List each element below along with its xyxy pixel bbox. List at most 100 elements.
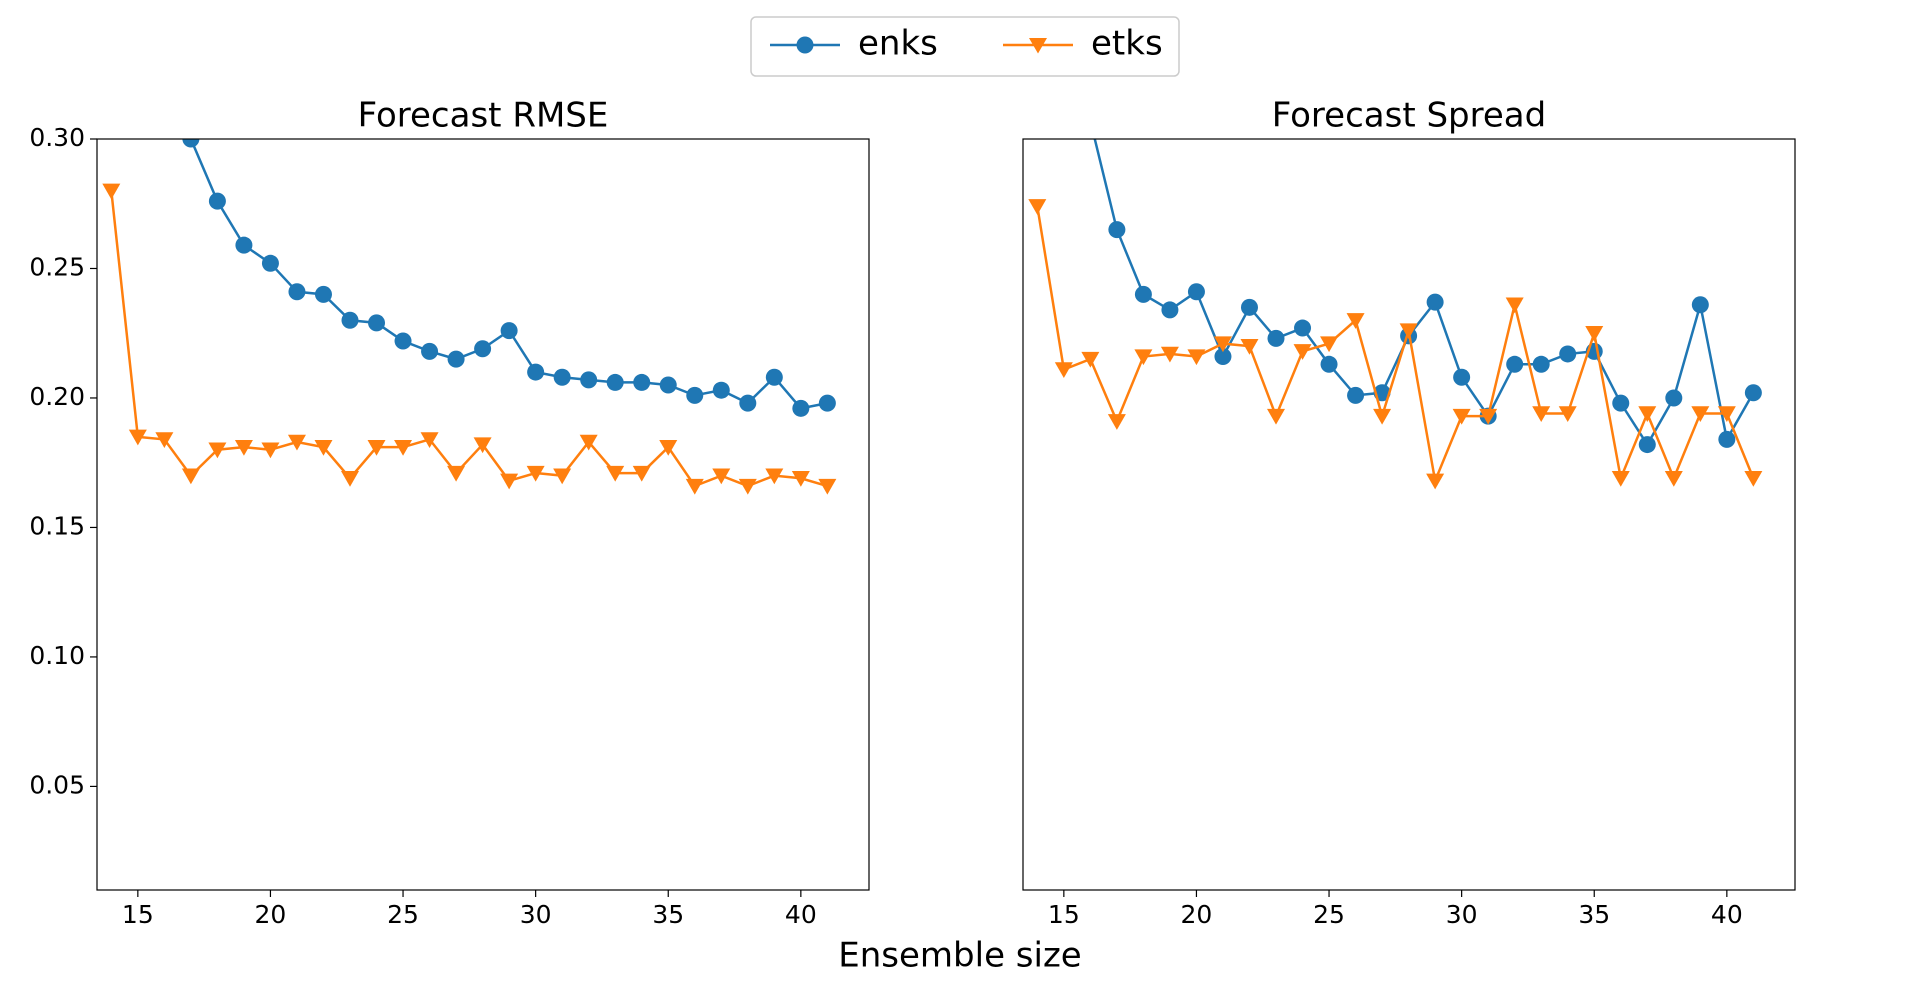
marker bbox=[420, 432, 439, 448]
marker bbox=[447, 350, 465, 368]
marker bbox=[1107, 414, 1126, 430]
marker bbox=[1108, 221, 1126, 239]
marker bbox=[1717, 406, 1736, 423]
marker bbox=[1744, 384, 1762, 402]
marker bbox=[473, 437, 492, 454]
marker bbox=[500, 322, 518, 340]
marker bbox=[394, 332, 412, 350]
marker bbox=[1558, 406, 1577, 423]
marker bbox=[447, 465, 466, 482]
y-tick-label: 0.20 bbox=[29, 382, 85, 411]
marker bbox=[1612, 394, 1630, 412]
marker bbox=[234, 439, 253, 456]
x-tick-label: 25 bbox=[387, 900, 419, 929]
marker bbox=[314, 439, 333, 456]
marker bbox=[1187, 283, 1205, 301]
marker bbox=[1134, 285, 1152, 303]
chart-title: Forecast Spread bbox=[1272, 96, 1546, 136]
marker bbox=[1638, 406, 1657, 423]
marker bbox=[659, 376, 677, 394]
marker bbox=[633, 373, 651, 391]
marker bbox=[659, 439, 678, 456]
marker bbox=[1506, 355, 1524, 373]
marker bbox=[1744, 471, 1763, 487]
marker bbox=[1585, 326, 1604, 342]
marker bbox=[181, 468, 200, 485]
marker bbox=[1054, 362, 1073, 379]
marker bbox=[1664, 471, 1683, 487]
marker bbox=[1559, 345, 1577, 363]
x-tick-label: 20 bbox=[1181, 900, 1213, 929]
marker bbox=[128, 429, 147, 446]
marker bbox=[632, 465, 651, 482]
marker bbox=[1346, 313, 1365, 329]
y-tick-label: 0.10 bbox=[29, 641, 85, 670]
marker bbox=[341, 311, 359, 329]
marker bbox=[1320, 355, 1338, 373]
marker bbox=[1161, 301, 1179, 319]
marker bbox=[1611, 471, 1630, 487]
marker bbox=[1187, 349, 1206, 366]
marker bbox=[155, 432, 174, 448]
marker bbox=[712, 468, 731, 485]
marker bbox=[287, 434, 306, 451]
marker bbox=[1532, 406, 1551, 423]
marker bbox=[1453, 368, 1471, 386]
marker bbox=[102, 183, 121, 200]
legend-marker bbox=[796, 36, 814, 54]
marker bbox=[765, 368, 783, 386]
series-line bbox=[189, 139, 828, 410]
marker bbox=[341, 471, 360, 487]
marker bbox=[1134, 349, 1153, 366]
x-tick-label: 40 bbox=[785, 900, 817, 929]
y-tick-label: 0.05 bbox=[29, 770, 85, 799]
marker bbox=[553, 368, 571, 386]
chart-title: Forecast RMSE bbox=[358, 96, 609, 136]
y-tick-label: 0.30 bbox=[29, 123, 85, 152]
marker bbox=[1028, 199, 1047, 215]
marker bbox=[288, 283, 306, 301]
marker bbox=[367, 439, 386, 456]
x-tick-label: 25 bbox=[1313, 900, 1345, 929]
marker bbox=[474, 340, 492, 358]
marker bbox=[208, 442, 227, 459]
marker bbox=[1320, 336, 1339, 353]
marker bbox=[500, 473, 519, 490]
marker bbox=[1213, 336, 1232, 353]
series-line bbox=[110, 190, 828, 488]
marker bbox=[1240, 298, 1258, 316]
marker bbox=[1426, 293, 1444, 311]
marker bbox=[1665, 389, 1683, 407]
marker bbox=[261, 254, 279, 272]
marker bbox=[368, 314, 386, 332]
marker bbox=[1452, 408, 1471, 425]
series-line bbox=[1093, 139, 1755, 447]
marker bbox=[685, 478, 704, 495]
marker bbox=[1082, 112, 1099, 129]
marker bbox=[1426, 473, 1445, 490]
marker bbox=[739, 394, 757, 412]
x-tick-label: 40 bbox=[1711, 900, 1743, 929]
marker bbox=[1373, 408, 1392, 425]
marker bbox=[394, 439, 413, 456]
axes-frame bbox=[1022, 138, 1796, 891]
marker bbox=[1081, 351, 1100, 368]
x-tick-label: 30 bbox=[1446, 900, 1478, 929]
axes-frame bbox=[96, 138, 870, 891]
marker bbox=[182, 139, 200, 148]
x-tick-label: 15 bbox=[1048, 900, 1080, 929]
marker bbox=[553, 468, 572, 485]
x-axis-label: Ensemble size bbox=[838, 936, 1081, 976]
marker bbox=[1267, 408, 1286, 425]
marker bbox=[235, 236, 253, 254]
marker bbox=[738, 478, 757, 495]
x-tick-label: 35 bbox=[652, 900, 684, 929]
marker bbox=[1718, 430, 1736, 448]
marker bbox=[606, 373, 624, 391]
marker bbox=[1532, 355, 1550, 373]
plot-area bbox=[1028, 112, 1763, 490]
marker bbox=[526, 465, 545, 482]
marker bbox=[792, 399, 810, 417]
x-tick-label: 20 bbox=[255, 900, 287, 929]
